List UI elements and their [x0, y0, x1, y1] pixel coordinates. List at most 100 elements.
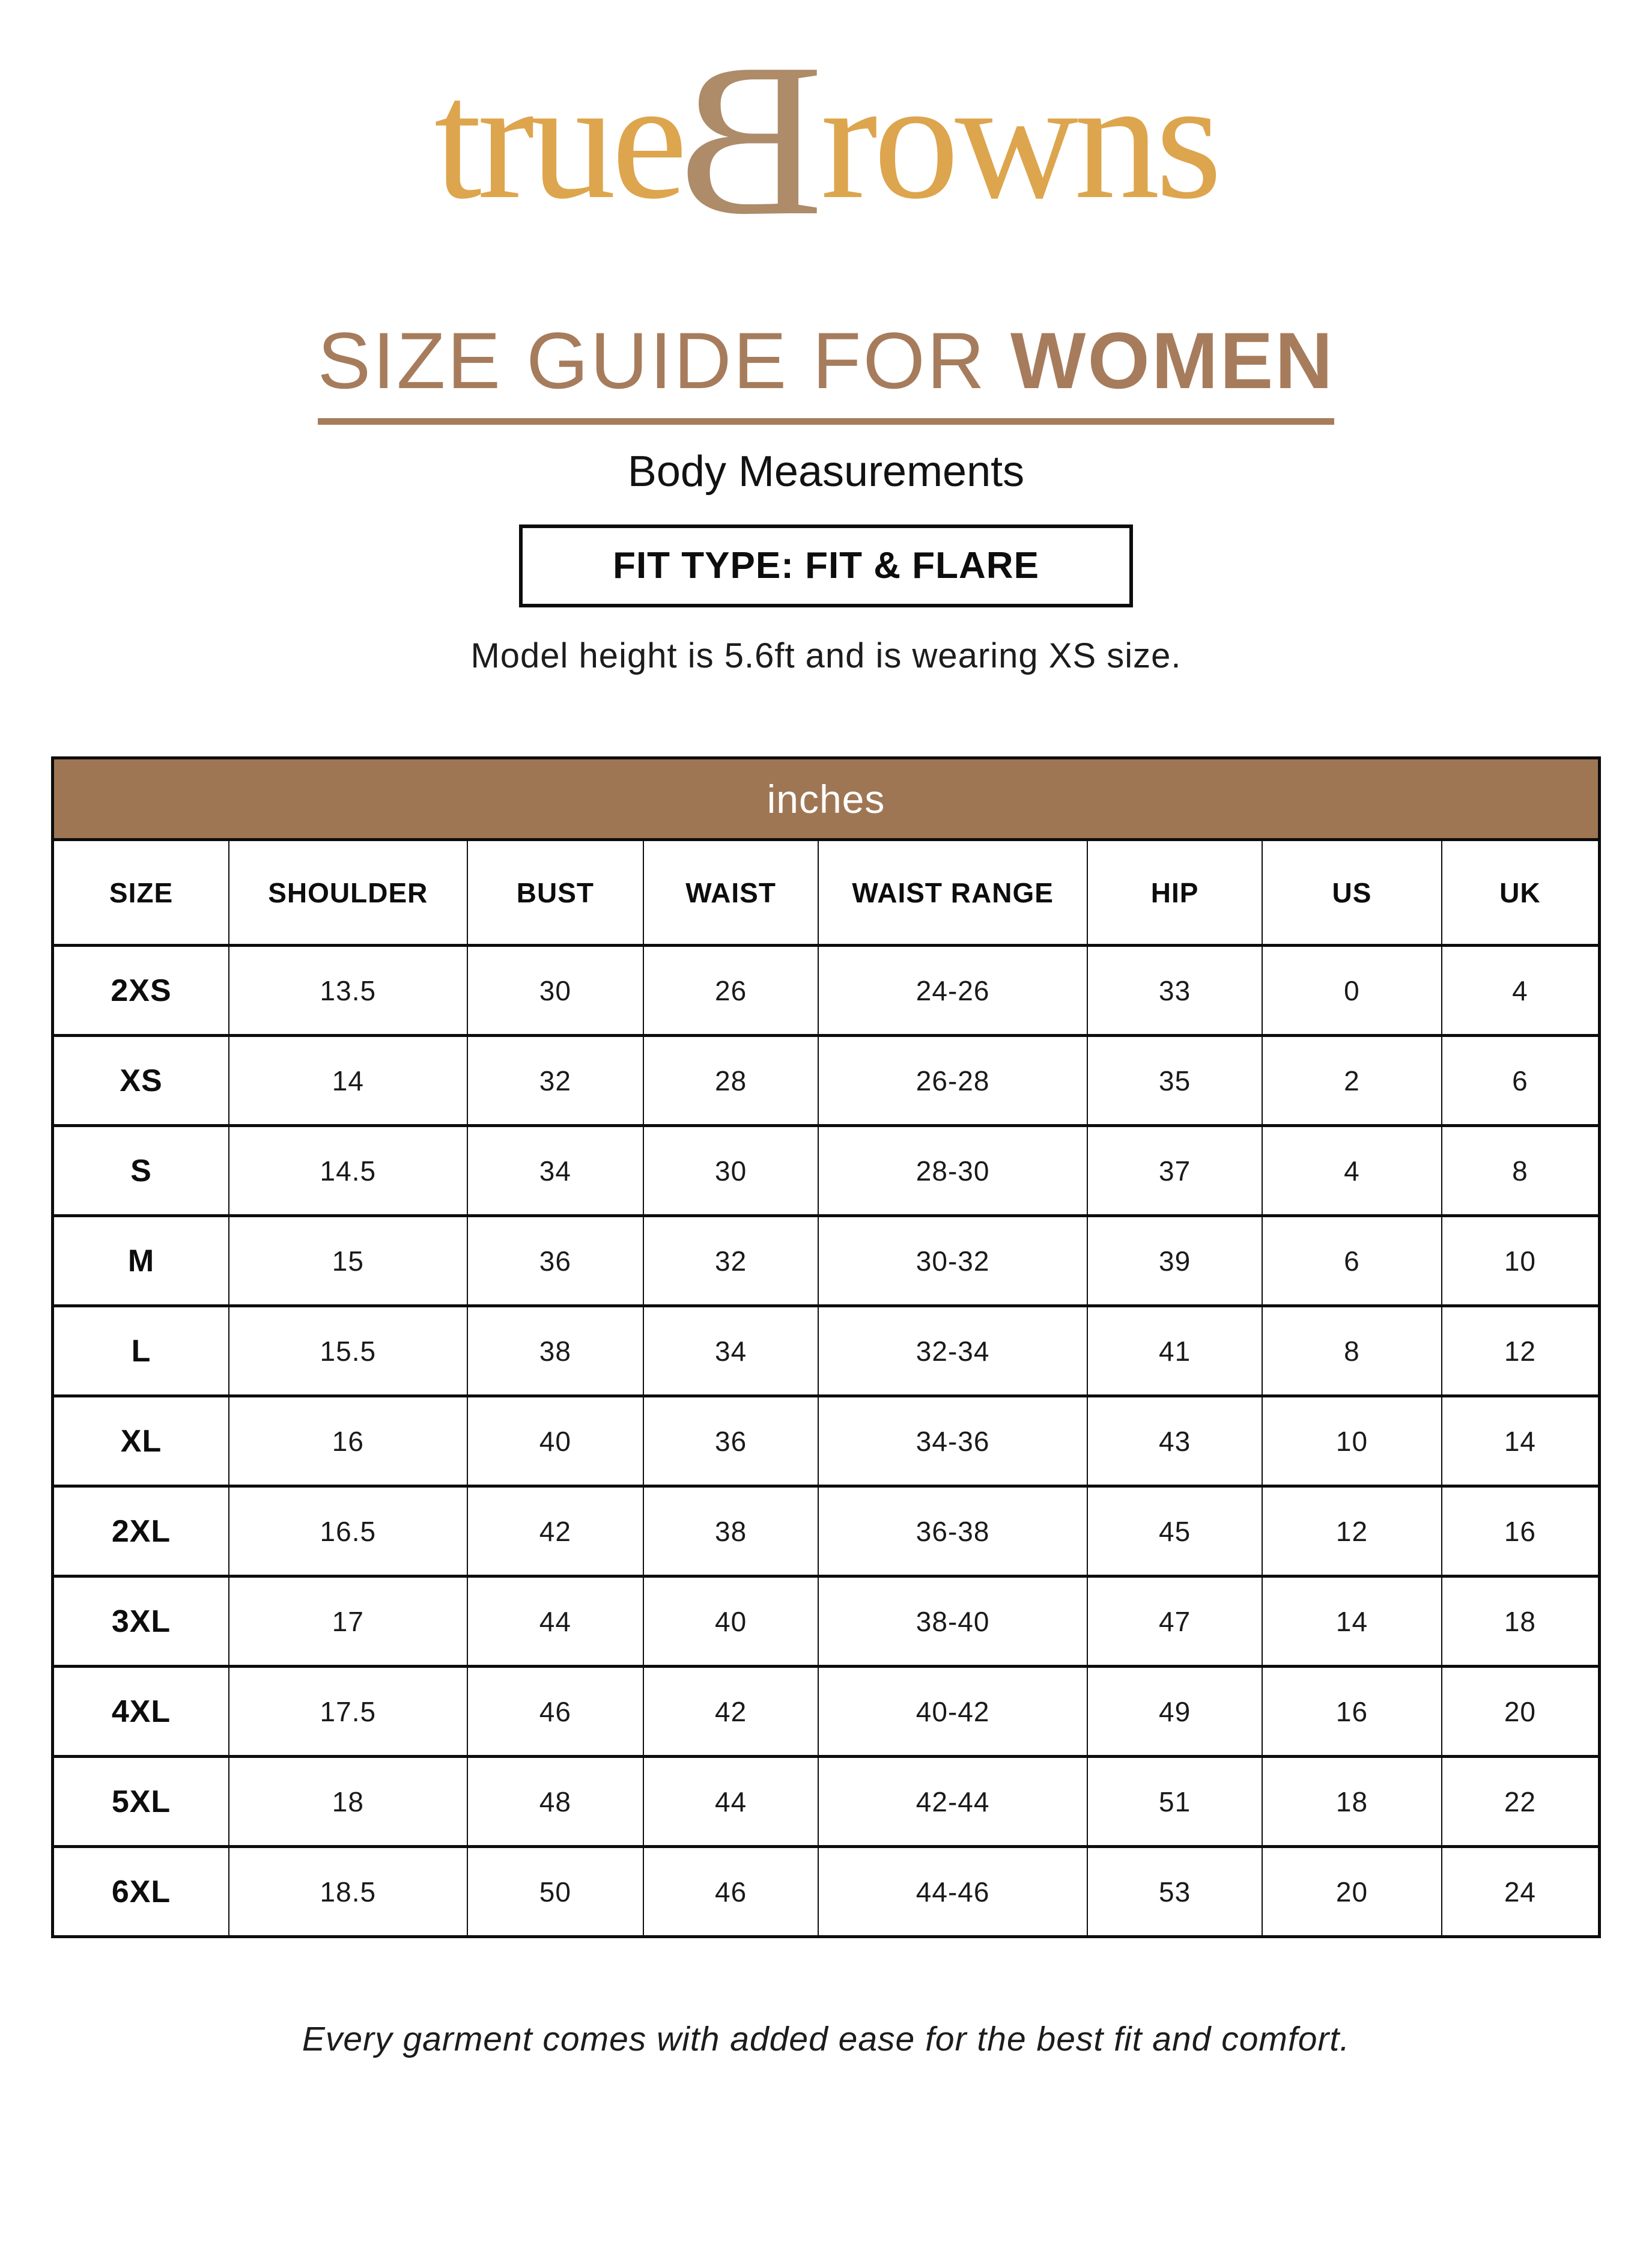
- size-label-cell: M: [52, 1214, 230, 1307]
- size-label-cell: L: [52, 1304, 230, 1397]
- model-height-note: Model height is 5.6ft and is wearing XS …: [470, 636, 1182, 675]
- subtitle-body-measurements: Body Measurements: [627, 448, 1025, 496]
- size-label-cell: 5XL: [52, 1755, 230, 1848]
- size-label-cell: 3XL: [52, 1575, 230, 1668]
- value-cell: 51: [1087, 1755, 1263, 1848]
- table-body: 2XS 13.5 30 26 24-26 33 0 4 XS 14 32 28 26-28 35 2 6 S 14…: [52, 944, 1600, 1938]
- size-label-cell: S: [52, 1124, 230, 1217]
- value-cell: 8: [1441, 1124, 1600, 1217]
- table-row: 4XL 17.5 46 42 40-42 49 16 20: [52, 1665, 1600, 1758]
- value-cell: 6: [1441, 1034, 1600, 1127]
- value-cell: 39: [1087, 1214, 1263, 1307]
- size-label-cell: 6XL: [52, 1845, 230, 1938]
- table-row: S 14.5 34 30 28-30 37 4 8: [52, 1124, 1600, 1217]
- value-cell: 15.5: [228, 1304, 468, 1397]
- table-row: M 15 36 32 30-32 39 6 10: [52, 1214, 1600, 1307]
- value-cell: 37: [1087, 1124, 1263, 1217]
- value-cell: 34: [643, 1304, 819, 1397]
- value-cell: 34: [466, 1124, 645, 1217]
- value-cell: 24: [1441, 1845, 1600, 1938]
- column-header: BUST: [466, 838, 645, 947]
- logo-text-true: true: [434, 44, 688, 234]
- value-cell: 48: [466, 1755, 645, 1848]
- value-cell: 15: [228, 1214, 468, 1307]
- table-row: XS 14 32 28 26-28 35 2 6: [52, 1034, 1600, 1127]
- value-cell: 18.5: [228, 1845, 468, 1938]
- table-row: 6XL 18.5 50 46 44-46 53 20 24: [52, 1845, 1600, 1938]
- value-cell: 32: [643, 1214, 819, 1307]
- table-row: 5XL 18 48 44 42-44 51 18 22: [52, 1755, 1600, 1848]
- value-cell: 49: [1087, 1665, 1263, 1758]
- column-header-row: SIZE SHOULDER BUST WAIST WAIST RANGE HIP US UK: [52, 838, 1600, 947]
- size-label-cell: 4XL: [52, 1665, 230, 1758]
- value-cell: 0: [1262, 944, 1442, 1037]
- value-cell: 4: [1441, 944, 1600, 1037]
- logo-text-rowns: rowns: [821, 44, 1222, 234]
- value-cell: 16: [1441, 1485, 1600, 1578]
- value-cell: 24-26: [818, 944, 1089, 1037]
- value-cell: 17: [228, 1575, 468, 1668]
- page-title-regular: SIZE GUIDE FOR: [317, 317, 1010, 406]
- table-row: L 15.5 38 34 32-34 41 8 12: [52, 1304, 1600, 1397]
- value-cell: 2: [1262, 1034, 1442, 1127]
- value-cell: 26: [643, 944, 819, 1037]
- value-cell: 13.5: [228, 944, 468, 1037]
- value-cell: 42: [643, 1665, 819, 1758]
- value-cell: 16.5: [228, 1485, 468, 1578]
- value-cell: 10: [1262, 1394, 1442, 1488]
- table-row: 2XS 13.5 30 26 24-26 33 0 4: [52, 944, 1600, 1037]
- value-cell: 46: [466, 1665, 645, 1758]
- table-row: XL 16 40 36 34-36 43 10 14: [52, 1394, 1600, 1488]
- value-cell: 8: [1262, 1304, 1442, 1397]
- value-cell: 36: [466, 1214, 645, 1307]
- value-cell: 12: [1441, 1304, 1600, 1397]
- value-cell: 33: [1087, 944, 1263, 1037]
- size-label-cell: 2XS: [52, 944, 230, 1037]
- value-cell: 30-32: [818, 1214, 1089, 1307]
- column-header: WAIST: [643, 838, 819, 947]
- table-row: 3XL 17 44 40 38-40 47 14 18: [52, 1575, 1600, 1668]
- column-header: WAIST RANGE: [818, 838, 1089, 947]
- value-cell: 28: [643, 1034, 819, 1127]
- value-cell: 16: [228, 1394, 468, 1488]
- value-cell: 14: [228, 1034, 468, 1127]
- value-cell: 36: [643, 1394, 819, 1488]
- value-cell: 22: [1441, 1755, 1600, 1848]
- value-cell: 14: [1262, 1575, 1442, 1668]
- value-cell: 47: [1087, 1575, 1263, 1668]
- value-cell: 18: [1441, 1575, 1600, 1668]
- column-header: SIZE: [52, 838, 230, 947]
- value-cell: 35: [1087, 1034, 1263, 1127]
- size-label-cell: 2XL: [52, 1485, 230, 1578]
- logo-mirrored-b: B: [681, 17, 823, 261]
- value-cell: 46: [643, 1845, 819, 1938]
- value-cell: 38-40: [818, 1575, 1089, 1668]
- value-cell: 28-30: [818, 1124, 1089, 1217]
- value-cell: 14: [1441, 1394, 1600, 1488]
- value-cell: 42-44: [818, 1755, 1089, 1848]
- column-header: HIP: [1087, 838, 1263, 947]
- value-cell: 32: [466, 1034, 645, 1127]
- value-cell: 40-42: [818, 1665, 1089, 1758]
- value-cell: 40: [466, 1394, 645, 1488]
- value-cell: 50: [466, 1845, 645, 1938]
- page-title: SIZE GUIDE FOR WOMEN: [317, 321, 1335, 425]
- value-cell: 44-46: [818, 1845, 1089, 1938]
- value-cell: 6: [1262, 1214, 1442, 1307]
- value-cell: 38: [466, 1304, 645, 1397]
- value-cell: 20: [1262, 1845, 1442, 1938]
- unit-header-cell: inches: [52, 756, 1600, 841]
- value-cell: 30: [643, 1124, 819, 1217]
- value-cell: 16: [1262, 1665, 1442, 1758]
- value-cell: 12: [1262, 1485, 1442, 1578]
- value-cell: 53: [1087, 1845, 1263, 1938]
- column-header: US: [1262, 838, 1442, 947]
- page-title-bold: WOMEN: [1010, 317, 1335, 406]
- value-cell: 45: [1087, 1485, 1263, 1578]
- value-cell: 20: [1441, 1665, 1600, 1758]
- column-header: UK: [1441, 838, 1600, 947]
- value-cell: 14.5: [228, 1124, 468, 1217]
- value-cell: 30: [466, 944, 645, 1037]
